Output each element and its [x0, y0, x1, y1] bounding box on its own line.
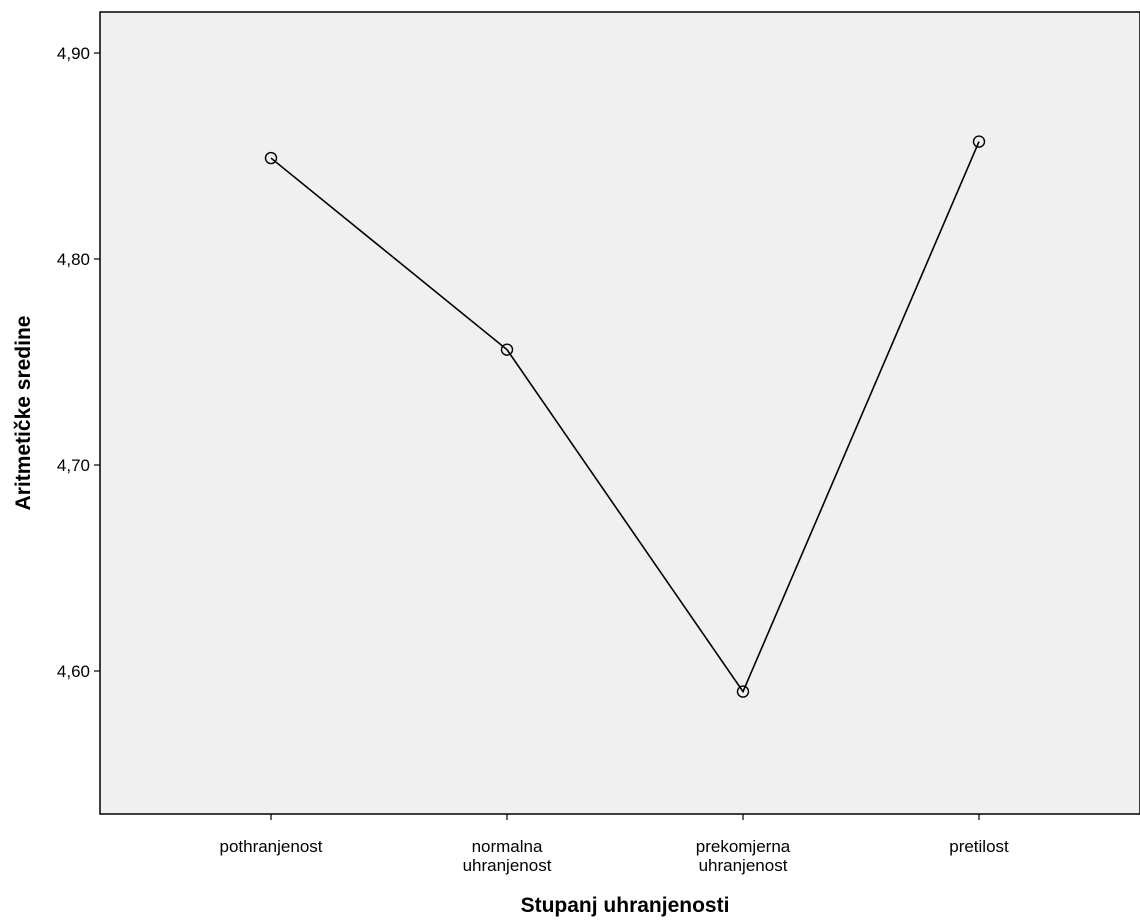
plot-area	[99, 11, 1140, 815]
x-tick-label: pothranjenost	[219, 837, 322, 856]
x-axis-title: Stupanj uhranjenosti	[521, 894, 730, 917]
data-point	[972, 135, 986, 148]
y-axis-title: Aritmetičke sredine	[12, 316, 35, 511]
series-line	[270, 141, 980, 694]
data-point	[736, 685, 750, 698]
data-point	[500, 343, 514, 356]
y-tick-label: 4,60	[57, 662, 90, 681]
x-tick-label: prekomjerna uhranjenost	[696, 837, 791, 875]
y-tick-label: 4,70	[57, 456, 90, 475]
y-tick-label: 4,90	[57, 44, 90, 63]
x-axis: pothranjenost normalna uhranjenost prekomje…	[219, 814, 1009, 875]
y-axis: 4,60 4,70 4,80 4,90	[57, 44, 100, 681]
data-point	[264, 151, 278, 165]
y-tick-label: 4,80	[57, 250, 90, 269]
x-tick-label: pretilost	[949, 837, 1009, 856]
x-tick-label: normalna uhranjenost	[463, 837, 552, 875]
data-series	[264, 135, 986, 698]
